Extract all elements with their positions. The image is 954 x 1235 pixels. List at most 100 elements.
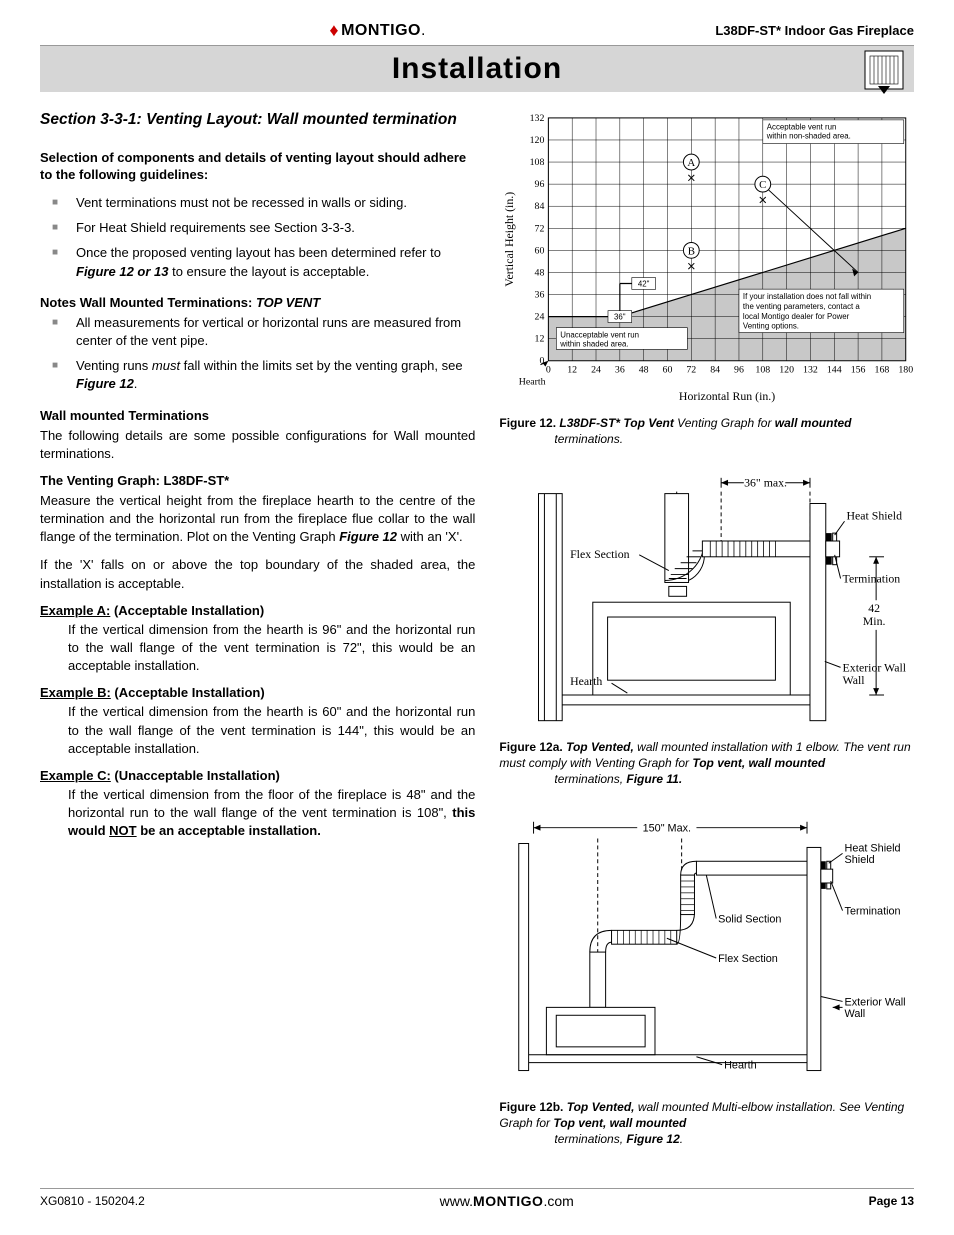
svg-text:Termination: Termination	[845, 905, 901, 917]
wall-heading: Wall mounted Terminations	[40, 408, 475, 423]
fig12b-diagram: 150" Max.	[499, 804, 914, 1093]
notes-heading: Notes Wall Mounted Terminations: TOP VEN…	[40, 295, 475, 310]
page-header: ♦ MONTIGO. L38DF-ST* Indoor Gas Fireplac…	[40, 20, 914, 46]
svg-text:Heat Shield: Heat Shield	[847, 508, 903, 522]
svg-text:72: 72	[535, 223, 545, 234]
svg-text:72: 72	[687, 365, 697, 376]
flame-icon: ♦	[329, 20, 339, 41]
example-b-body: If the vertical dimension from the heart…	[68, 703, 475, 758]
svg-text:Unacceptable vent run: Unacceptable vent run	[561, 331, 640, 340]
svg-text:132: 132	[803, 365, 818, 376]
svg-text:60: 60	[535, 245, 545, 256]
svg-text:48: 48	[535, 267, 545, 278]
svg-text:12: 12	[568, 365, 578, 376]
example-a-label: Example A: (Acceptable Installation)	[40, 603, 475, 618]
svg-text:84: 84	[711, 365, 721, 376]
right-column: 36"42"0122436486072849610812013214415616…	[499, 110, 914, 1164]
example-a-body: If the vertical dimension from the heart…	[68, 621, 475, 676]
guideline-list: Vent terminations must not be recessed i…	[40, 194, 475, 281]
svg-text:Acceptable vent run: Acceptable vent run	[767, 123, 837, 132]
svg-text:36": 36"	[614, 313, 626, 322]
svg-text:Wall: Wall	[843, 673, 866, 687]
page-title: Installation	[392, 52, 562, 86]
svg-text:24: 24	[535, 312, 545, 323]
svg-text:0: 0	[540, 356, 545, 367]
svg-text:Hearth: Hearth	[724, 1059, 757, 1071]
svg-text:Heat Shield: Heat Shield	[845, 842, 901, 854]
svg-text:60: 60	[663, 365, 673, 376]
svg-text:24: 24	[591, 365, 601, 376]
brand-logo: ♦ MONTIGO.	[329, 20, 426, 41]
svg-text:Flex Section: Flex Section	[719, 953, 779, 965]
svg-text:Solid Section: Solid Section	[719, 913, 782, 925]
svg-text:within non-shaded area.: within non-shaded area.	[766, 132, 851, 141]
fig12b-caption: Figure 12b. Top Vented, wall mounted Mul…	[499, 1099, 914, 1148]
svg-text:B: B	[688, 245, 695, 257]
svg-text:A: A	[688, 157, 696, 169]
svg-text:Shield: Shield	[845, 854, 875, 866]
example-c-body: If the vertical dimension from the floor…	[68, 786, 475, 841]
footer-left: XG0810 - 150204.2	[40, 1194, 145, 1208]
svg-text:Flex Section: Flex Section	[570, 546, 630, 560]
footer-center: www.MONTIGO.com	[440, 1193, 574, 1209]
fig12a-caption: Figure 12a. Top Vented, wall mounted ins…	[499, 739, 914, 788]
example-c-label: Example C: (Unacceptable Installation)	[40, 768, 475, 783]
svg-text:0: 0	[546, 365, 551, 376]
list-item: Vent terminations must not be recessed i…	[76, 194, 475, 212]
svg-text:144: 144	[827, 365, 842, 376]
svg-text:120: 120	[530, 135, 545, 146]
svg-text:Termination: Termination	[843, 571, 901, 585]
brand-text: MONTIGO	[341, 22, 421, 40]
fig12-caption: Figure 12. L38DF-ST* Top Vent Venting Gr…	[499, 415, 914, 447]
list-item: Once the proposed venting layout has bee…	[76, 244, 475, 280]
notes-list: All measurements for vertical or horizon…	[40, 314, 475, 394]
list-item: All measurements for vertical or horizon…	[76, 314, 475, 350]
svg-text:120: 120	[780, 365, 795, 376]
intro-para: Selection of components and details of v…	[40, 149, 475, 184]
svg-text:Min.: Min.	[863, 613, 886, 627]
list-item: Venting runs must fall within the limits…	[76, 357, 475, 393]
svg-text:168: 168	[875, 365, 890, 376]
section-heading: Section 3-3-1: Venting Layout: Wall moun…	[40, 110, 475, 131]
svg-text:If your installation does not: If your installation does not fall withi…	[743, 292, 871, 301]
svg-text:36: 36	[615, 365, 625, 376]
svg-text:Vertical Height (in.): Vertical Height (in.)	[502, 192, 516, 287]
svg-text:36: 36	[535, 289, 545, 300]
svg-text:Horizontal Run (in.): Horizontal Run (in.)	[679, 389, 775, 403]
vg-heading: The Venting Graph: L38DF-ST*	[40, 473, 475, 488]
svg-text:Hearth: Hearth	[519, 376, 546, 387]
page-footer: XG0810 - 150204.2 www.MONTIGO.com Page 1…	[40, 1188, 914, 1209]
svg-text:108: 108	[756, 365, 771, 376]
svg-text:96: 96	[535, 179, 545, 190]
example-b-label: Example B: (Acceptable Installation)	[40, 685, 475, 700]
svg-text:36" max.: 36" max.	[744, 475, 787, 489]
svg-text:180: 180	[899, 365, 914, 376]
list-item: For Heat Shield requirements see Section…	[76, 219, 475, 237]
svg-text:Wall: Wall	[845, 1008, 866, 1020]
badge-icon	[864, 50, 904, 94]
svg-text:within shaded area.: within shaded area.	[560, 339, 629, 348]
svg-text:12: 12	[535, 334, 545, 345]
svg-text:C: C	[760, 179, 767, 191]
svg-text:48: 48	[639, 365, 649, 376]
wall-body: The following details are some possible …	[40, 427, 475, 463]
vg-body-2: If the 'X' falls on or above the top bou…	[40, 556, 475, 592]
footer-right: Page 13	[869, 1194, 914, 1208]
svg-text:the venting parameters, contac: the venting parameters, contact a	[743, 302, 860, 311]
fig12a-diagram: 36" max.	[499, 464, 914, 734]
title-bar: Installation	[40, 46, 914, 92]
svg-text:local Montigo dealer for Power: local Montigo dealer for Power	[743, 312, 850, 321]
svg-text:96: 96	[734, 365, 744, 376]
svg-text:84: 84	[535, 201, 545, 212]
svg-text:150" Max.: 150" Max.	[643, 822, 691, 834]
product-title: L38DF-ST* Indoor Gas Fireplace	[715, 23, 914, 38]
left-column: Section 3-3-1: Venting Layout: Wall moun…	[40, 110, 475, 1164]
svg-text:108: 108	[530, 157, 545, 168]
svg-text:Hearth: Hearth	[570, 674, 602, 688]
vg-body-1: Measure the vertical height from the fir…	[40, 492, 475, 547]
svg-text:Exterior Wall: Exterior Wall	[845, 996, 906, 1008]
svg-text:42": 42"	[638, 279, 650, 288]
svg-text:156: 156	[851, 365, 866, 376]
venting-graph: 36"42"0122436486072849610812013214415616…	[499, 110, 914, 409]
svg-text:Venting options.: Venting options.	[743, 322, 799, 331]
